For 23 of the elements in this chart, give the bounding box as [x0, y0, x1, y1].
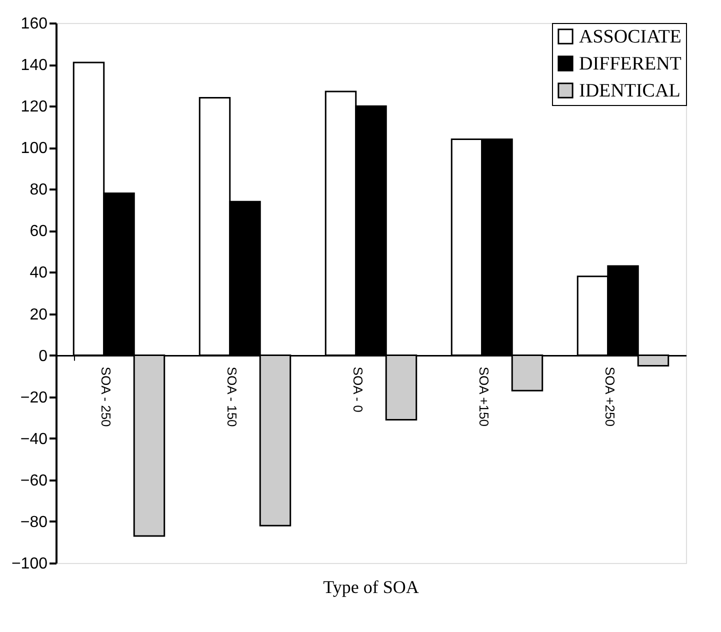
x-tick-label: SOA +150 — [476, 366, 492, 426]
x-axis-title: Type of SOA — [323, 577, 419, 597]
x-tick-label: SOA +250 — [602, 366, 618, 426]
y-tick-label: −60 — [20, 472, 48, 490]
x-tick-label: SOA - 150 — [224, 366, 240, 427]
y-tick-label: −100 — [11, 556, 48, 572]
y-tick-label: 80 — [30, 182, 48, 199]
y-tick-label: 140 — [20, 57, 48, 74]
legend-label: DIFFERENT — [579, 54, 682, 74]
y-tick-label: 20 — [30, 306, 48, 324]
x-tick-label: SOA - 0 — [350, 366, 366, 412]
legend-label: IDENTICAL — [579, 80, 680, 102]
y-tick-label: 160 — [20, 16, 48, 32]
y-tick-label: 60 — [30, 223, 48, 240]
legend-label: ASSOCIATE — [579, 26, 682, 48]
y-tick-label: −40 — [20, 430, 48, 448]
y-tick-label: 0 — [38, 348, 48, 365]
y-tick-label: 40 — [30, 264, 48, 282]
y-tick-label: −20 — [20, 389, 48, 406]
y-tick-label: −80 — [20, 514, 48, 531]
y-tick-label: 100 — [20, 140, 48, 158]
y-tick-label: 120 — [20, 98, 48, 116]
x-tick-label: SOA - 250 — [98, 366, 114, 427]
